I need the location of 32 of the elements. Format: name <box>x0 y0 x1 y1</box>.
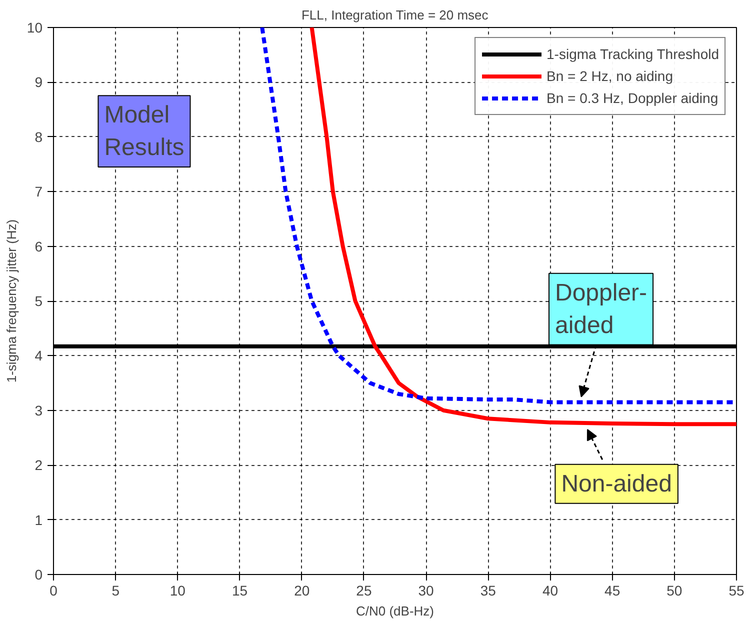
y-tick-label: 4 <box>34 348 43 364</box>
chart-title: FLL, Integration Time = 20 msec <box>301 8 489 22</box>
x-tick-label: 25 <box>356 582 372 598</box>
y-tick-label: 3 <box>34 402 43 418</box>
y-tick-label: 2 <box>34 457 43 474</box>
y-tick-label: 1 <box>34 512 43 528</box>
y-axis-title: 1-sigma frequency jitter (Hz) <box>4 219 19 383</box>
x-tick-label: 0 <box>50 582 58 598</box>
x-tick-label: 15 <box>232 582 248 598</box>
x-tick-label: 40 <box>542 582 558 598</box>
annotation: Doppler-aided <box>554 279 648 339</box>
x-axis-title: C/N0 (dB-Hz) <box>356 604 434 618</box>
y-tick-label: 6 <box>34 238 43 254</box>
legend-label: Bn = 0.3 Hz, Doppler aiding <box>546 90 718 106</box>
y-tick-label: 0 <box>34 566 43 582</box>
x-tick-label: 20 <box>294 582 310 598</box>
annotation: Model Results <box>104 102 184 161</box>
annotation: Non-aided <box>561 470 672 498</box>
x-tick-label: 45 <box>604 582 620 598</box>
x-tick-label: 5 <box>112 582 120 598</box>
y-tick-label: 7 <box>34 184 43 200</box>
x-tick-label: 35 <box>480 582 496 598</box>
legend-label: 1-sigma Tracking Threshold <box>546 46 719 62</box>
y-tick-label: 5 <box>34 293 43 309</box>
y-tick-label: 8 <box>34 128 43 145</box>
legend-label: Bn = 2 Hz, no aiding <box>546 68 673 84</box>
x-tick-label: 10 <box>170 582 186 598</box>
x-tick-label: 50 <box>666 582 682 598</box>
x-tick-label: 30 <box>418 582 434 598</box>
x-tick-label: 55 <box>728 582 744 598</box>
y-tick-label: 9 <box>34 74 43 90</box>
y-tick-label: 10 <box>26 20 43 36</box>
